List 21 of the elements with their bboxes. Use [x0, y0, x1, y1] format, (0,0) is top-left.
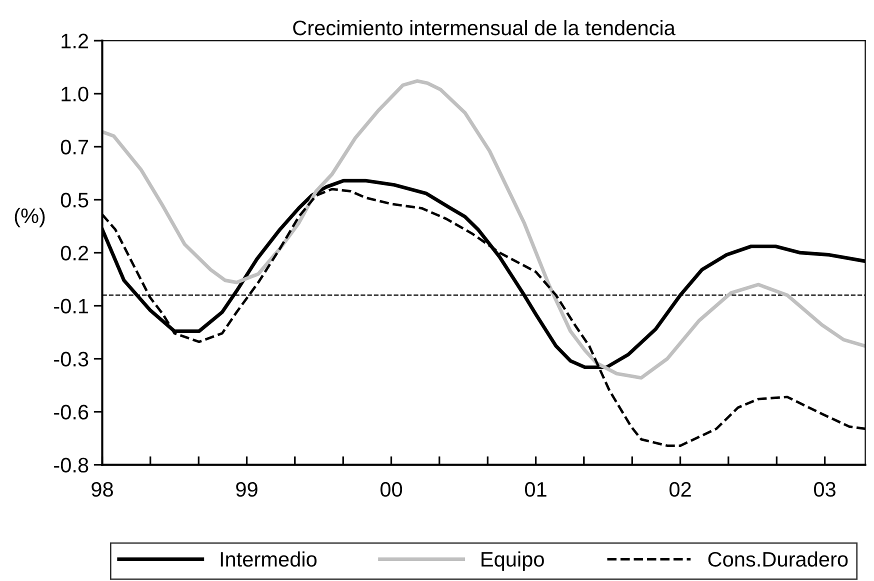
y-axis-title: (%) [14, 208, 45, 228]
y-tick-label: -0.1 [54, 298, 88, 314]
x-tick-label: 02 [670, 482, 691, 497]
chart-title: Crecimiento intermensual de la tendencia [293, 20, 676, 36]
y-tick-label: 1.2 [62, 34, 88, 48]
y-tick-label: -0.6 [54, 404, 88, 420]
y-tick-label: 0.5 [60, 192, 88, 208]
legend-label: Intermedio [220, 551, 317, 567]
y-tick-label: -0.3 [54, 352, 88, 367]
x-tick-label: 99 [236, 482, 258, 497]
x-tick-label: 00 [380, 482, 402, 497]
legend-label: Equipo [482, 551, 544, 571]
y-tick-label: 0.2 [60, 246, 88, 260]
legend-label: Cons.Duradero [708, 551, 848, 567]
x-tick-label: 03 [814, 482, 836, 497]
line-series [102, 79, 866, 380]
x-tick-label: 01 [525, 482, 546, 497]
x-tick-label: 98 [92, 482, 113, 497]
y-tick-label: 1.0 [62, 86, 88, 102]
y-tick-label: -0.8 [54, 458, 88, 473]
y-tick-label: 0.7 [60, 140, 88, 154]
